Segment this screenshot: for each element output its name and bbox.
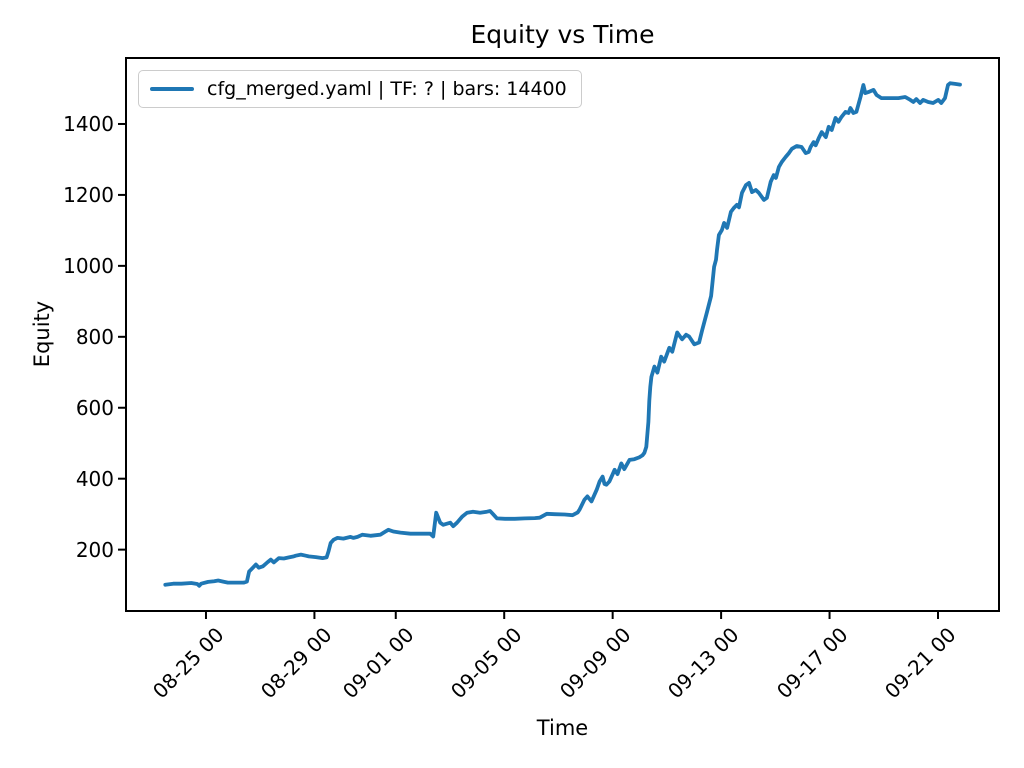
y-tick-label: 800 bbox=[75, 324, 114, 349]
y-tick-label: 1200 bbox=[63, 182, 114, 207]
legend-line-sample bbox=[150, 87, 194, 91]
equity-series-line bbox=[163, 81, 962, 588]
legend-label: cfg_merged.yaml | TF: ? | bars: 14400 bbox=[207, 78, 567, 100]
y-tick-label: 1400 bbox=[63, 111, 114, 136]
chart-title: Equity vs Time bbox=[470, 20, 655, 49]
y-tick-label: 1000 bbox=[63, 253, 114, 278]
y-tick-label: 400 bbox=[75, 466, 114, 491]
y-tick-label: 600 bbox=[75, 395, 114, 420]
legend: cfg_merged.yaml | TF: ? | bars: 14400 bbox=[138, 70, 582, 108]
x-axis-label: Time bbox=[536, 716, 589, 740]
y-tick-label: 200 bbox=[75, 537, 114, 562]
axes-frame bbox=[125, 57, 1000, 612]
